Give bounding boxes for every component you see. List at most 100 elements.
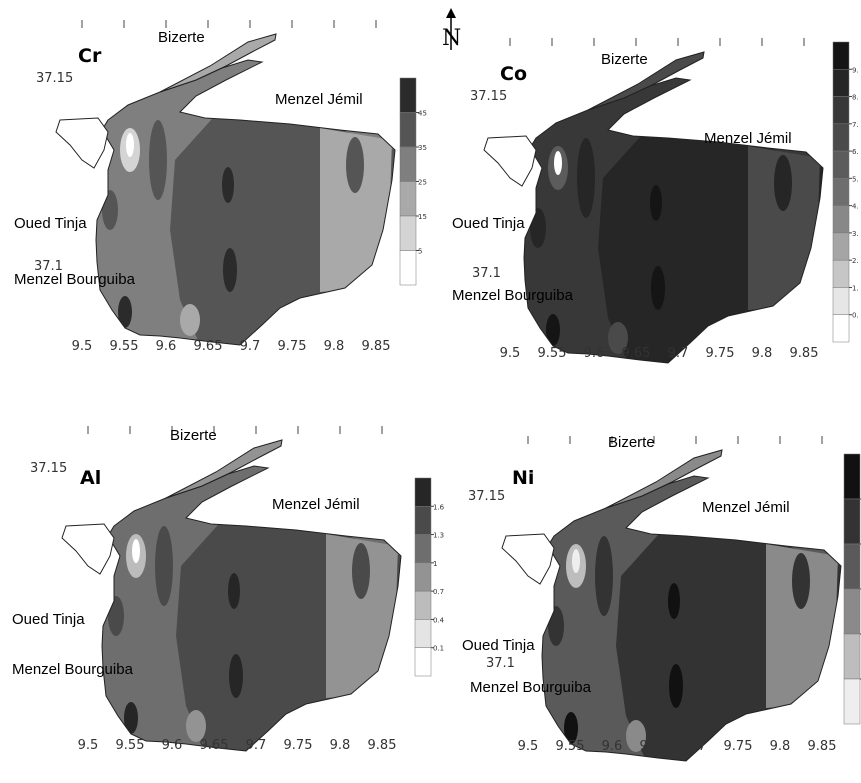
x-tick-label: 9.7 (686, 739, 707, 754)
north-label: N (442, 26, 462, 51)
lagoon-outline (95, 59, 396, 346)
legend-swatch (832, 96, 850, 125)
zone-inlet-white (554, 151, 562, 175)
zone-ne (352, 543, 370, 599)
place-bizerte: Bizerte (601, 51, 648, 68)
x-tick-label: 9.6 (602, 739, 623, 754)
place-bizerte: Bizerte (158, 29, 205, 46)
y-tick-label: 37.1 (486, 656, 515, 671)
legend-label: 1.3 (433, 532, 444, 540)
hotspot-sw (564, 712, 578, 744)
legend-label: 4. (852, 203, 859, 211)
hotspot-1 (668, 583, 680, 619)
zone-inlet-white (572, 549, 580, 573)
bizerte-channel (587, 51, 705, 111)
zone-west-dark (595, 536, 613, 616)
legend-label: 0.1 (433, 645, 444, 653)
legend-label: 45 (418, 110, 427, 118)
place-bizerte: Bizerte (608, 434, 655, 451)
hotspot-1 (222, 167, 234, 203)
place-menzel-jemil: Menzel Jémil (702, 499, 790, 516)
legend-label: 35 (418, 144, 427, 152)
legend-swatch (832, 41, 850, 70)
legend-swatch (843, 633, 861, 680)
zone-ne (346, 137, 364, 193)
map-panel-al: Al Bizerte Menzel Jémil Oued Tinja Menzel Bo… (0, 392, 445, 783)
x-tick-label: 9.85 (362, 339, 391, 354)
legend-label: 15 (418, 213, 427, 221)
map-panel-ni: Ni Bizerte Menzel Jémil Oued Tinja Menzel Bo… (432, 392, 861, 783)
x-tick-label: 9.5 (500, 346, 521, 361)
x-tick-label: 9.75 (706, 346, 735, 361)
place-oued-tinja: Oued Tinja (14, 215, 87, 232)
place-menzel-bourguiba: Menzel Bourguiba (12, 661, 134, 678)
zone-inlet-white (132, 539, 140, 563)
x-tick-label: 9.55 (556, 739, 585, 754)
hotspot-1 (228, 573, 240, 609)
zone-west-edge (108, 596, 124, 636)
zone-west-edge (530, 208, 546, 248)
lagoon-outline (101, 465, 402, 752)
y-tick-label: 37.15 (468, 489, 505, 504)
legend-swatch (832, 314, 850, 343)
place-menzel-bourguiba: Menzel Bourguiba (452, 287, 574, 304)
legend-swatch (843, 498, 861, 545)
legend-label: 5. (852, 175, 859, 183)
x-tick-label: 9.85 (790, 346, 819, 361)
x-tick-label: 9.7 (668, 346, 689, 361)
zone-far-east (320, 128, 392, 292)
zone-far-east (748, 146, 820, 310)
legend-swatch (414, 477, 432, 507)
map-svg: Co Bizerte Menzel Jémil Oued Tinja Menzel Bo… (452, 35, 859, 364)
lagoon-outline (523, 77, 824, 364)
x-tick-label: 9.7 (240, 339, 261, 354)
place-bizerte: Bizerte (170, 427, 217, 444)
zone-west-edge (102, 190, 118, 230)
north-arrow: N (436, 6, 466, 52)
x-tick-label: 9.5 (72, 339, 93, 354)
place-menzel-jemil: Menzel Jémil (704, 130, 792, 147)
legend-swatch (832, 205, 850, 234)
hotspot-sw (124, 702, 138, 734)
map-svg: Cr Bizerte Menzel Jémil Oued Tinja Menzel Bo… (14, 17, 427, 354)
legend-swatch (414, 534, 432, 564)
bizerte-channel (605, 449, 723, 509)
legend-swatch (414, 647, 432, 677)
contour-zones (548, 526, 841, 761)
zone-west-dark (149, 120, 167, 200)
zone-west-dark (155, 526, 173, 606)
x-tick-label: 9.65 (194, 339, 223, 354)
place-oued-tinja: Oued Tinja (452, 215, 525, 232)
x-tick-label: 9.8 (770, 739, 791, 754)
place-oued-tinja: Oued Tinja (462, 637, 535, 654)
legend-swatch (832, 287, 850, 315)
legend-swatch (832, 123, 850, 152)
x-tick-label: 9.6 (162, 738, 183, 753)
hotspot-sw (118, 296, 132, 328)
map-svg: Al Bizerte Menzel Jémil Oued Tinja Menzel Bo… (12, 423, 445, 753)
hotspot-sw (546, 314, 560, 346)
tinja-inlet (501, 533, 555, 585)
x-tick-label: 9.5 (78, 738, 99, 753)
x-tick-label: 9.6 (584, 346, 605, 361)
legend-label: 1. (852, 284, 859, 292)
y-tick-label: 37.15 (470, 89, 507, 104)
legend-label: 9. (852, 66, 859, 74)
x-tick-label: 9.7 (246, 738, 267, 753)
legend-label: 25 (418, 179, 427, 187)
legend-swatch (843, 588, 861, 635)
x-tick-label: 9.8 (324, 339, 345, 354)
x-tick-label: 9.65 (200, 738, 229, 753)
zone-far-east (326, 534, 398, 698)
x-tick-label: 9.75 (284, 738, 313, 753)
north-arrow-icon (446, 8, 456, 50)
map-svg: Ni Bizerte Menzel Jémil Oued Tinja Menzel Bo… (462, 433, 861, 762)
x-tick-label: 9.65 (622, 346, 651, 361)
legend-label: 5 (418, 248, 422, 256)
legend-label: 7. (852, 121, 859, 129)
x-tick-label: 9.8 (330, 738, 351, 753)
legend-swatch (414, 562, 432, 592)
map-panel-co: Co Bizerte Menzel Jémil Oued Tinja Menzel Bo… (432, 0, 861, 392)
zone-inlet-white (126, 133, 134, 157)
element-label: Cr (78, 45, 102, 67)
